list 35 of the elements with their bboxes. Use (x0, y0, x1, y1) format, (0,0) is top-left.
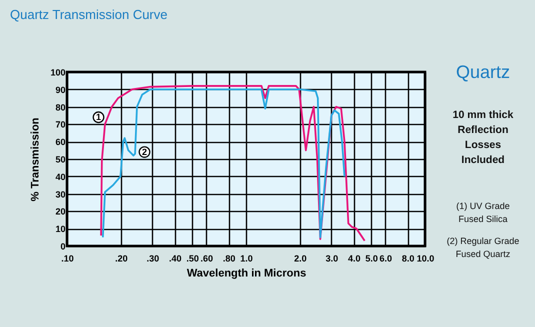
x-tick-label: .60 (200, 254, 214, 264)
x-tick-label: .30 (146, 254, 160, 264)
y-tick-label: 60 (55, 137, 66, 148)
y-tick-label: 80 (55, 102, 66, 112)
x-tick-label: .10 (61, 254, 74, 264)
x-tick-label: 2.0 (294, 254, 307, 264)
text: (2) Regular Grade Fused Quartz (446, 236, 520, 259)
y-tick-label: 40 (55, 172, 66, 182)
x-tick-label: 8.0 (402, 254, 414, 264)
x-tick-label: .20 (115, 254, 128, 264)
text: Quartz (456, 62, 510, 82)
y-tick-label: 90 (55, 84, 66, 95)
x-tick-label: 3.0 (326, 254, 338, 264)
text: 10 mm thick Reflection Losses Included (452, 109, 514, 166)
annotation: 1 (96, 112, 102, 122)
y-tick-label: 10 (55, 224, 66, 234)
x-tick-label: 5.0 (365, 254, 378, 264)
x-tick-label: .50 (186, 254, 199, 264)
x-tick-label: 6.0 (380, 254, 392, 264)
x-axis-title: Wavelength in Microns (186, 268, 306, 280)
x-tick-label: 1.0 (240, 254, 253, 264)
y-tick-label: 100 (50, 68, 66, 78)
y-tick-label: 70 (55, 120, 66, 130)
text: (1) UV Grade Fused Silica (456, 201, 510, 224)
y-tick-label: 20 (55, 206, 66, 217)
annotation: 2 (142, 147, 148, 158)
chart-title: Quartz Transmission Curve (10, 7, 168, 22)
x-tick-label: .40 (169, 254, 182, 264)
x-tick-label: .80 (222, 254, 236, 264)
y-axis-title: % Transmission (29, 117, 42, 202)
y-tick-label: 50 (55, 154, 66, 164)
x-tick-label: 10.0 (416, 254, 434, 264)
y-tick-label: 0 (60, 242, 66, 252)
x-tick-label: 4.0 (348, 254, 361, 264)
y-tick-label: 30 (55, 189, 66, 200)
